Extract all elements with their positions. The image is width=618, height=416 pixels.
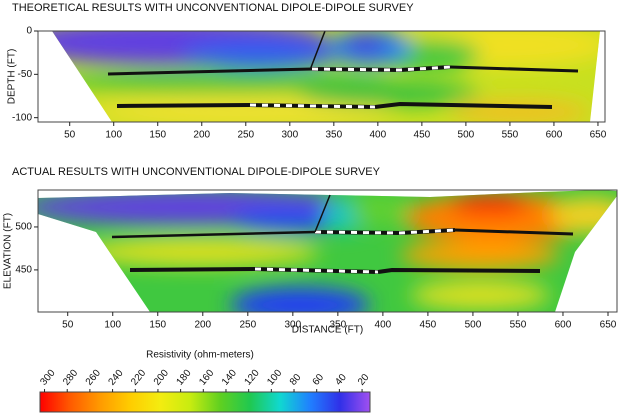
y-axis-label: ELEVATION (FT) (3, 213, 14, 289)
x-tick-label: 500 (465, 320, 482, 331)
y-tick-label: -100 (12, 112, 32, 123)
colorbar-tick-label: 100 (265, 367, 284, 387)
colorbar-tick-label: 300 (38, 367, 57, 387)
x-tick-label: 350 (325, 130, 342, 141)
resistivity-field (52, 31, 600, 122)
plot-frame (37, 189, 618, 313)
colorbar-tick-label: 140 (220, 367, 239, 387)
colorbar-tick-label: 220 (129, 367, 148, 387)
resistivity-field (38, 190, 617, 312)
colorbar-tick-label: 200 (152, 367, 171, 387)
x-tick-label: 450 (414, 130, 431, 141)
x-tick-label: 400 (370, 130, 387, 141)
x-tick-label: 550 (502, 130, 519, 141)
colorbar-tick-label: 180 (175, 367, 194, 387)
colorbar (39, 391, 371, 413)
colorbar-tick-label: 160 (197, 367, 216, 387)
y-axis-label: DEPTH (FT) (7, 49, 18, 105)
plot-frame (37, 30, 606, 123)
colorbar-tick-label: 240 (106, 367, 125, 387)
x-axis-label: DISTANCE (FT) (292, 325, 363, 336)
x-tick-label: 200 (193, 130, 210, 141)
interpreted-layers (107, 30, 579, 274)
colorbar-title: Resistivity (ohm-meters) (146, 350, 254, 361)
colorbar-tick-label: 40 (333, 372, 349, 388)
x-tick-label: 100 (104, 320, 121, 331)
y-tick-label: 0 (26, 26, 32, 37)
x-tick-label: 300 (284, 320, 301, 331)
colorbar-tick-label: 60 (311, 372, 327, 388)
colorbar-tick-label: 120 (243, 367, 262, 387)
panel-title: ACTUAL RESULTS WITH UNCONVENTIONAL DIPOL… (12, 166, 381, 178)
x-tick-label: 200 (194, 320, 211, 331)
x-tick-label: 300 (281, 130, 298, 141)
panel-title: THEORETICAL RESULTS WITH UNCONVENTIONAL … (12, 2, 414, 14)
x-tick-label: 50 (64, 130, 76, 141)
x-tick-label: 500 (458, 130, 475, 141)
colorbar-tick-label: 20 (356, 372, 372, 388)
x-tick-label: 650 (600, 320, 617, 331)
x-tick-label: 350 (330, 320, 347, 331)
x-tick-label: 400 (375, 320, 392, 331)
y-tick-label: 500 (15, 222, 32, 233)
x-tick-label: 600 (555, 320, 572, 331)
x-tick-label: 600 (546, 130, 563, 141)
y-tick-label: -50 (18, 69, 33, 80)
x-tick-label: 250 (239, 320, 256, 331)
x-tick-label: 150 (149, 320, 166, 331)
x-tick-label: 450 (420, 320, 437, 331)
x-tick-label: 50 (62, 320, 74, 331)
y-tick-label: 450 (15, 265, 32, 276)
colorbar-tick-label: 280 (61, 367, 80, 387)
x-tick-label: 250 (237, 130, 254, 141)
x-tick-label: 550 (510, 320, 527, 331)
x-tick-label: 150 (149, 130, 166, 141)
colorbar-tick-label: 260 (84, 367, 103, 387)
colorbar-tick-label: 80 (288, 372, 304, 388)
x-tick-label: 100 (105, 130, 122, 141)
x-tick-label: 650 (590, 130, 607, 141)
